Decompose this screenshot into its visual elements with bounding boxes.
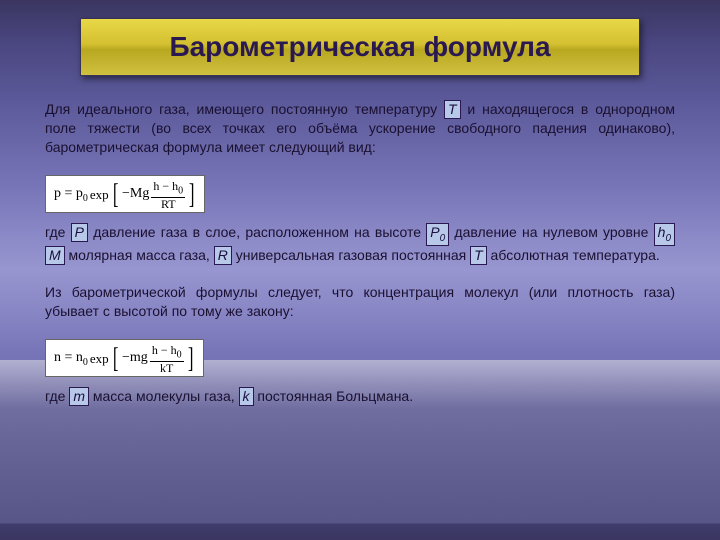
- paragraph-2: где P давление газа в слое, расположенно…: [45, 223, 675, 265]
- f2-lhs-sub: 0: [83, 357, 88, 368]
- p4-a: где: [45, 388, 69, 404]
- p2-c: давление на нулевом уровне: [449, 224, 653, 240]
- p4-b: масса молекулы газа,: [89, 388, 239, 404]
- p2-a: где: [45, 224, 71, 240]
- f1-den: RT: [159, 198, 178, 211]
- f1-num-sub: 0: [178, 185, 183, 196]
- formula-2-wrap: n = n0 exp [ −mg h − h0 kT ]: [45, 333, 675, 387]
- hl-P: P: [71, 223, 88, 242]
- f1-exp: exp: [90, 186, 109, 204]
- paragraph-4: где m масса молекулы газа, k постоянная …: [45, 387, 675, 406]
- content-area: Для идеального газа, имеющего постоянную…: [45, 100, 675, 418]
- formula-2: n = n0 exp [ −mg h − h0 kT ]: [45, 339, 204, 377]
- f1-rbracket: ]: [189, 184, 195, 206]
- hl-P0-txt: P: [430, 224, 439, 240]
- f2-lbracket: [: [113, 348, 119, 370]
- hl-h0: h0: [654, 223, 675, 246]
- f2-exp: exp: [90, 350, 109, 368]
- p2-e: молярная масса газа,: [65, 247, 214, 263]
- f2-num: h − h: [152, 343, 177, 357]
- f1-lhs: p = p: [54, 186, 83, 201]
- hl-P0-sub: 0: [440, 233, 446, 244]
- f1-frac: h − h0 RT: [151, 180, 185, 210]
- formula-1: p = p0 exp [ −Mg h − h0 RT ]: [45, 175, 205, 213]
- f1-minus: −Mg: [122, 185, 149, 204]
- f2-minus: −mg: [122, 349, 148, 368]
- title-bar: Барометрическая формула: [80, 18, 640, 76]
- hl-R: R: [214, 246, 232, 265]
- p2-b: давление газа в слое, расположенном на в…: [88, 224, 426, 240]
- f2-lhs: n = n: [54, 350, 83, 365]
- hl-m: m: [69, 387, 89, 406]
- hl-h0-sub: 0: [665, 233, 671, 244]
- paragraph-3: Из барометрической формулы следует, что …: [45, 283, 675, 321]
- p2-g: абсолютная температура.: [487, 247, 660, 263]
- hl-T-2: T: [470, 246, 487, 265]
- p4-c: постоянная Больцмана.: [254, 388, 414, 404]
- f1-lbracket: [: [113, 184, 119, 206]
- f2-den: kT: [158, 362, 175, 375]
- hl-k: k: [239, 387, 254, 406]
- f1-lhs-sub: 0: [83, 193, 88, 204]
- formula-1-wrap: p = p0 exp [ −Mg h − h0 RT ]: [45, 169, 675, 223]
- p1-text-a: Для идеального газа, имеющего постоянную…: [45, 101, 444, 117]
- f2-frac: h − h0 kT: [150, 344, 184, 374]
- hl-T-1: T: [444, 100, 461, 119]
- hl-M: M: [45, 246, 65, 265]
- hl-P0: P0: [426, 223, 449, 246]
- p2-f: универсальная газовая постоянная: [232, 247, 470, 263]
- slide-title: Барометрическая формула: [169, 31, 550, 63]
- paragraph-1: Для идеального газа, имеющего постоянную…: [45, 100, 675, 157]
- f2-num-sub: 0: [177, 349, 182, 360]
- f1-num: h − h: [153, 179, 178, 193]
- f2-rbracket: ]: [187, 348, 193, 370]
